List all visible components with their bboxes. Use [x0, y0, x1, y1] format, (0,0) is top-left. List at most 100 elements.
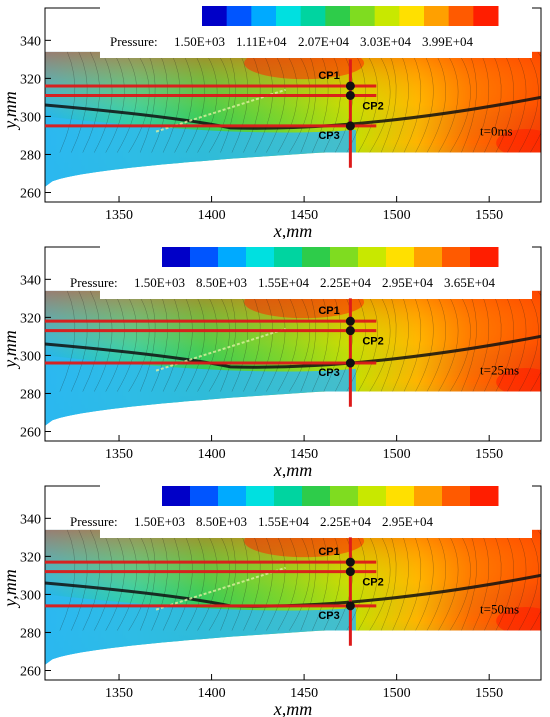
- probe-point: [345, 121, 355, 131]
- probe-label: CP3: [318, 130, 339, 142]
- contour-line: [151, 290, 168, 392]
- x-tick-label: 1450: [290, 208, 318, 223]
- contour-line: [449, 290, 471, 392]
- contour-line: [71, 529, 88, 631]
- contour-line: [82, 290, 100, 392]
- probe-point: [345, 601, 355, 611]
- x-tick-label: 1400: [198, 686, 226, 701]
- time-label: t=0ms: [480, 123, 513, 138]
- contour-line: [254, 51, 273, 153]
- contour-line: [197, 290, 218, 392]
- colorbar-swatch: [386, 247, 415, 267]
- colorbar-swatch: [350, 6, 376, 26]
- legend-title: Pressure:: [70, 514, 118, 529]
- probe-point: [345, 557, 355, 567]
- probe-label: CP1: [318, 70, 339, 82]
- legend-value: 2.95E+04: [382, 514, 434, 529]
- colorbar-swatch: [414, 247, 443, 267]
- contour-line: [139, 290, 156, 392]
- y-tick-label: 260: [20, 425, 41, 440]
- colorbar-swatch: [251, 6, 277, 26]
- probe-point: [345, 81, 355, 91]
- colorbar-swatch: [190, 486, 219, 506]
- probe-point: [345, 326, 355, 336]
- legend-value: 1.50E+03: [134, 275, 185, 290]
- contour-line: [335, 290, 354, 392]
- legend-value: 2.95E+04: [382, 275, 434, 290]
- colorbar-swatch: [246, 247, 275, 267]
- contour-line: [254, 529, 273, 631]
- colorbar-swatch: [424, 6, 450, 26]
- x-tick-label: 1350: [105, 208, 133, 223]
- contour-line: [323, 529, 341, 631]
- contour-line: [495, 51, 514, 153]
- contour-line: [59, 529, 76, 631]
- contour-line: [162, 529, 181, 631]
- y-tick-label: 280: [20, 387, 41, 402]
- contour-line: [243, 290, 261, 392]
- contour-line: [369, 290, 391, 392]
- contour-line: [380, 290, 397, 392]
- contour-line: [415, 51, 434, 153]
- contour-line: [117, 529, 137, 631]
- probe-label: CP2: [362, 577, 383, 589]
- contour-line: [139, 529, 156, 631]
- y-tick-label: 260: [20, 186, 41, 201]
- y-tick-label: 300: [20, 349, 41, 364]
- x-tick-label: 1550: [475, 686, 503, 701]
- colorbar-swatch: [448, 6, 474, 26]
- time-label: t=25ms: [480, 362, 519, 377]
- contour-line: [208, 529, 230, 631]
- colorbar-swatch: [470, 486, 499, 506]
- x-tick-label: 1450: [290, 447, 318, 462]
- legend-value: 8.50E+03: [196, 275, 247, 290]
- probe-label: CP1: [318, 546, 339, 558]
- contour-line: [415, 529, 434, 631]
- contour-line: [426, 290, 446, 392]
- x-tick-label: 1400: [198, 447, 226, 462]
- legend-value: 3.03E+04: [360, 34, 412, 49]
- contour-line: [403, 290, 422, 392]
- contour-line: [71, 51, 88, 153]
- contour-line: [105, 51, 125, 153]
- contour-line: [254, 290, 273, 392]
- legend-value: 3.99E+04: [422, 34, 474, 49]
- legend-title: Pressure:: [110, 34, 158, 49]
- legend-title: Pressure:: [70, 275, 118, 290]
- legend-value: 1.50E+03: [174, 34, 225, 49]
- x-tick-label: 1350: [105, 447, 133, 462]
- contour-line: [415, 290, 434, 392]
- contour-line: [461, 51, 477, 153]
- y-tick-label: 300: [20, 588, 41, 603]
- contour-line: [507, 290, 527, 392]
- contour-line: [117, 290, 137, 392]
- contour-line: [312, 290, 329, 392]
- probe-point: [345, 316, 355, 326]
- contour-line: [105, 529, 125, 631]
- contour-line: [357, 51, 378, 153]
- probe-point: [345, 90, 355, 100]
- contour-line: [105, 290, 125, 392]
- contour-line: [495, 529, 514, 631]
- contour-panel: 1350 1400 1450 1500 1550 260 280 300 320 340 x,mm y…: [0, 239, 550, 478]
- colorbar-swatch: [302, 486, 331, 506]
- contour-line: [94, 529, 113, 631]
- shear-layer: [45, 334, 541, 369]
- contour-line: [266, 51, 286, 153]
- probe-label: CP3: [318, 367, 339, 379]
- contour-line: [208, 290, 230, 392]
- contour-line: [128, 290, 150, 392]
- contour-line: [208, 51, 230, 153]
- x-tick-label: 1500: [383, 686, 411, 701]
- pressure-field: [45, 529, 541, 665]
- contour-line: [277, 51, 298, 153]
- contour-line: [392, 529, 409, 631]
- contour-line: [197, 51, 218, 153]
- contour-line: [392, 290, 409, 392]
- contour-line: [461, 290, 477, 392]
- contour-line: [438, 529, 459, 631]
- contour-line: [243, 529, 261, 631]
- contour-line: [403, 51, 422, 153]
- legend-value: 2.25E+04: [320, 514, 372, 529]
- contour-line: [151, 51, 168, 153]
